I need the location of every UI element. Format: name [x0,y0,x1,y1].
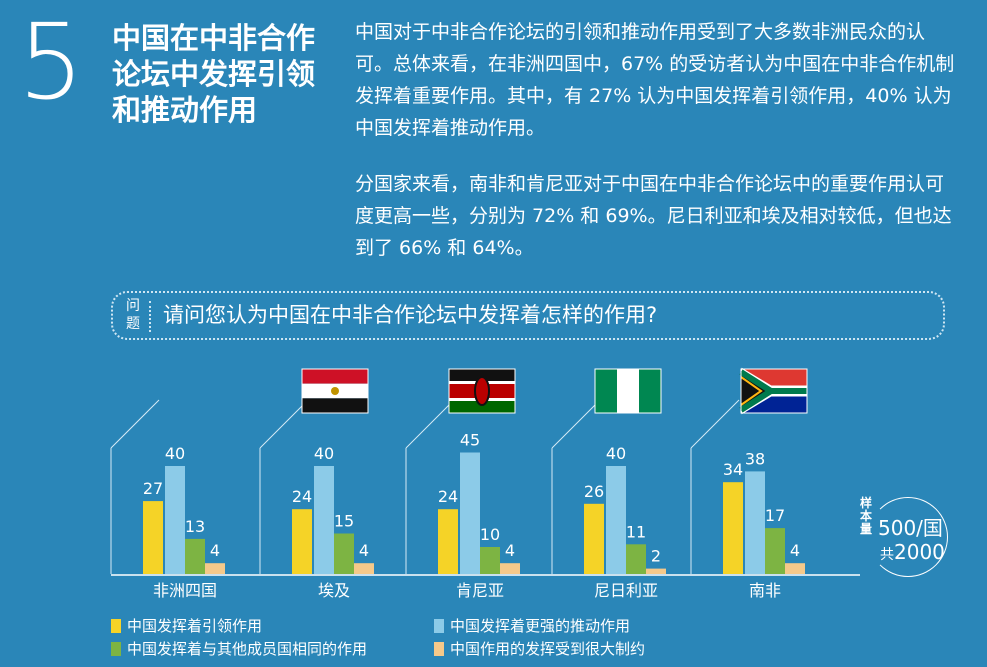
flag-border [448,368,516,414]
nigeria-flag-green-right [639,369,661,413]
bar-value-label: 40 [314,444,334,463]
bar [292,509,312,574]
question-text: 请问您认为中国在中非合作论坛中发挥着怎样的作用? [163,303,658,327]
paragraph-2: 分国家来看，南非和肯尼亚对于中国在中非合作论坛中的重要作用认可度更高一些，分别为… [355,173,952,259]
bar [438,509,458,574]
category-label: 南非 [749,581,781,600]
flag-border [740,368,808,414]
bar [165,466,185,574]
bar-value-label: 34 [723,460,743,479]
category-label: 埃及 [318,581,350,600]
legend-item-1: 中国发挥着引领作用 [111,617,262,635]
bar-value-label: 40 [606,444,626,463]
kenya-flag-green [449,401,515,413]
question-box: 问题 请问您认为中国在中非合作论坛中发挥着怎样的作用? [111,291,945,340]
legend-swatch [111,642,121,656]
bar-value-label: 2 [651,547,661,566]
legend-label: 中国发挥着更强的推动作用 [450,617,631,635]
group-separator-slant [259,399,309,449]
bar [480,547,500,574]
sample-total: 共2000 [880,540,945,564]
egypt-flag-black [302,398,368,413]
category-label: 肯尼亚 [456,581,504,600]
bar-value-label: 27 [143,479,163,498]
bar [334,533,354,574]
legend-label: 中国发挥着引领作用 [127,617,263,635]
sa-flag-green [739,369,807,413]
egypt-flag-red [302,369,368,384]
bar-value-label: 11 [626,522,646,541]
legend-label: 中国发挥着与其他成员国相同的作用 [127,640,368,658]
legend-swatch [434,619,444,633]
bar [314,466,334,574]
paragraph-1: 中国对于中非合作论坛的引领和推动作用受到了大多数非洲民众的认可。总体来看，在非洲… [355,21,955,139]
bar [626,544,646,574]
section-title: 中国在中非合作论坛中发挥引领和推动作用 [112,21,316,127]
bar [205,563,225,574]
group-separator-slant [690,399,740,449]
bar [584,503,604,574]
bar-value-label: 4 [210,541,220,560]
bar [354,563,374,574]
bar-value-label: 24 [438,487,458,506]
group-separator-slant [405,399,455,449]
bar [143,501,163,574]
group-separator-slant [110,399,160,449]
bar-value-label: 38 [745,449,765,468]
sample-size-badge: 样本量 500/国 共2000 [860,497,950,577]
legend-item-3: 中国发挥着与其他成员国相同的作用 [111,640,367,658]
bar-value-label: 15 [334,512,354,531]
legend-swatch [111,619,121,633]
bar-value-label: 4 [359,541,369,560]
bar [723,482,743,574]
bar [185,538,205,574]
bar-value-label: 4 [790,541,800,560]
question-divider [149,301,151,332]
section-number: 5 [18,1,85,123]
sample-label: 样本量 [860,496,874,536]
group-separator-slant [551,399,601,449]
sa-flag-gold [740,376,763,406]
bar-value-label: 17 [765,506,785,525]
kenya-flag-black [449,369,515,381]
nigeria-flag-green-left [595,369,617,413]
bar-value-label: 40 [165,444,185,463]
bar-value-label: 24 [292,487,312,506]
bar [745,471,765,574]
bar [500,563,520,574]
bar [646,568,666,574]
bar-value-label: 26 [584,482,604,501]
sample-ring [868,497,948,577]
flag-border [301,368,369,414]
bar-value-label: 45 [460,431,480,450]
category-label: 尼日利亚 [594,581,658,600]
egypt-flag-emblem [331,387,339,395]
bar [765,528,785,574]
bar-value-label: 13 [185,517,205,536]
legend-item-4: 中国作用的发挥受到很大制约 [434,640,645,658]
category-label: 非洲四国 [153,581,217,600]
legend-item-2: 中国发挥着更强的推动作用 [434,617,630,635]
bar [460,452,480,574]
bar [606,466,626,574]
sa-flag-triangle [741,369,769,413]
legend-swatch [434,642,444,656]
bar-value-label: 10 [480,525,500,544]
bar-value-label: 4 [505,541,515,560]
kenya-flag-shield [474,376,490,406]
flag-border [594,368,662,414]
bar [785,563,805,574]
legend-label: 中国作用的发挥受到很大制约 [450,640,646,658]
question-label: 问题 [126,298,140,332]
sample-per-country: 500/国 [878,516,943,540]
